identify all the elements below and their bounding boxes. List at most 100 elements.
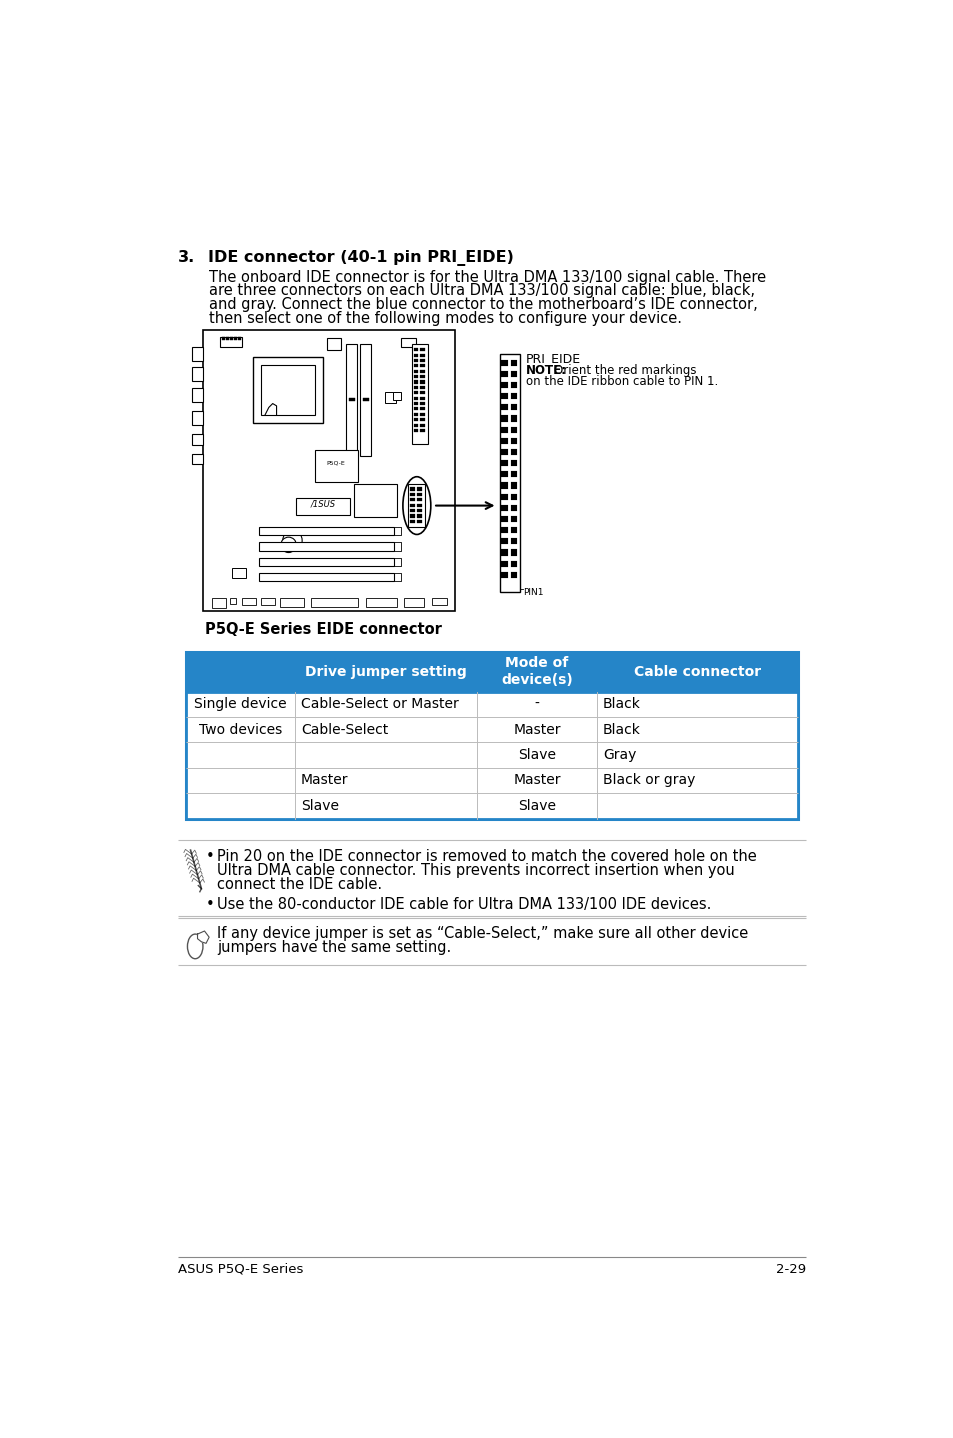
- Text: ASUS P5Q-E Series: ASUS P5Q-E Series: [178, 1263, 303, 1276]
- Bar: [510, 572, 517, 578]
- Bar: [404, 598, 423, 607]
- Bar: [510, 404, 517, 410]
- Bar: [510, 360, 517, 365]
- Text: and gray. Connect the blue connector to the motherboard’s IDE connector,: and gray. Connect the blue connector to …: [209, 298, 757, 312]
- Bar: [500, 360, 507, 365]
- Bar: [360, 344, 371, 456]
- Bar: [365, 598, 396, 607]
- Bar: [416, 493, 422, 496]
- Bar: [510, 449, 517, 456]
- Bar: [410, 487, 415, 490]
- Bar: [414, 413, 418, 416]
- Text: Cable connector: Cable connector: [633, 664, 760, 679]
- Bar: [412, 344, 427, 444]
- Bar: [416, 487, 422, 490]
- Bar: [419, 418, 424, 421]
- Bar: [192, 388, 203, 403]
- Text: •: •: [206, 850, 214, 864]
- Bar: [500, 437, 507, 444]
- Bar: [500, 528, 507, 533]
- Bar: [192, 434, 203, 446]
- Bar: [410, 493, 415, 496]
- Bar: [280, 598, 303, 607]
- Bar: [500, 572, 507, 578]
- Bar: [192, 367, 203, 381]
- Bar: [362, 398, 369, 401]
- Bar: [500, 460, 507, 466]
- Text: Cable-Select or Master: Cable-Select or Master: [301, 697, 458, 712]
- Bar: [416, 519, 422, 523]
- Bar: [258, 542, 394, 551]
- Text: Slave: Slave: [301, 800, 338, 812]
- Text: Use the 80-conductor IDE cable for Ultra DMA 133/100 IDE devices.: Use the 80-conductor IDE cable for Ultra…: [216, 897, 711, 912]
- Bar: [510, 437, 517, 444]
- Bar: [414, 348, 418, 351]
- Bar: [346, 344, 356, 456]
- Bar: [419, 375, 424, 378]
- Bar: [419, 397, 424, 400]
- Bar: [419, 364, 424, 367]
- Bar: [499, 354, 519, 592]
- Bar: [212, 598, 226, 608]
- Bar: [416, 499, 422, 502]
- Bar: [510, 505, 517, 510]
- Text: 2-29: 2-29: [775, 1263, 805, 1276]
- Bar: [414, 375, 418, 378]
- Bar: [186, 651, 798, 818]
- Text: Ultra DMA cable connector. This prevents incorrect insertion when you: Ultra DMA cable connector. This prevents…: [216, 863, 734, 879]
- Text: -: -: [534, 697, 538, 712]
- Text: Cable-Select: Cable-Select: [301, 723, 388, 736]
- Bar: [414, 424, 418, 427]
- Bar: [419, 429, 424, 431]
- Bar: [500, 561, 507, 567]
- Bar: [500, 371, 507, 377]
- Text: Master: Master: [513, 774, 560, 788]
- Bar: [500, 427, 507, 433]
- Bar: [408, 485, 425, 526]
- Text: Master: Master: [513, 723, 560, 736]
- Bar: [431, 598, 447, 605]
- Bar: [410, 519, 415, 523]
- Bar: [416, 515, 422, 518]
- Ellipse shape: [282, 529, 302, 551]
- Bar: [400, 338, 416, 348]
- Bar: [186, 692, 798, 818]
- Bar: [419, 348, 424, 351]
- Bar: [414, 391, 418, 394]
- Bar: [315, 450, 357, 482]
- Bar: [410, 499, 415, 502]
- Bar: [419, 360, 424, 362]
- Bar: [327, 338, 340, 349]
- Text: Slave: Slave: [517, 748, 556, 762]
- Bar: [311, 598, 357, 607]
- Bar: [203, 331, 455, 611]
- Bar: [416, 509, 422, 512]
- Bar: [233, 336, 236, 341]
- Bar: [410, 515, 415, 518]
- Bar: [354, 485, 396, 516]
- Bar: [500, 472, 507, 477]
- Bar: [410, 503, 415, 506]
- Bar: [192, 453, 203, 464]
- Bar: [510, 460, 517, 466]
- Bar: [414, 360, 418, 362]
- Bar: [500, 549, 507, 555]
- Bar: [192, 411, 203, 426]
- Bar: [500, 383, 507, 388]
- Bar: [500, 393, 507, 400]
- Text: jumpers have the same setting.: jumpers have the same setting.: [216, 940, 451, 955]
- Bar: [414, 407, 418, 410]
- Ellipse shape: [280, 538, 296, 552]
- Text: Black: Black: [602, 697, 640, 712]
- Bar: [500, 483, 507, 489]
- Bar: [414, 403, 418, 406]
- Text: Master: Master: [301, 774, 348, 788]
- Text: Single device: Single device: [193, 697, 287, 712]
- Bar: [510, 371, 517, 377]
- Bar: [414, 385, 418, 388]
- Bar: [230, 598, 236, 604]
- Text: Orient the red markings: Orient the red markings: [554, 364, 696, 377]
- Bar: [241, 598, 255, 605]
- Bar: [258, 526, 394, 535]
- Text: Two devices: Two devices: [198, 723, 282, 736]
